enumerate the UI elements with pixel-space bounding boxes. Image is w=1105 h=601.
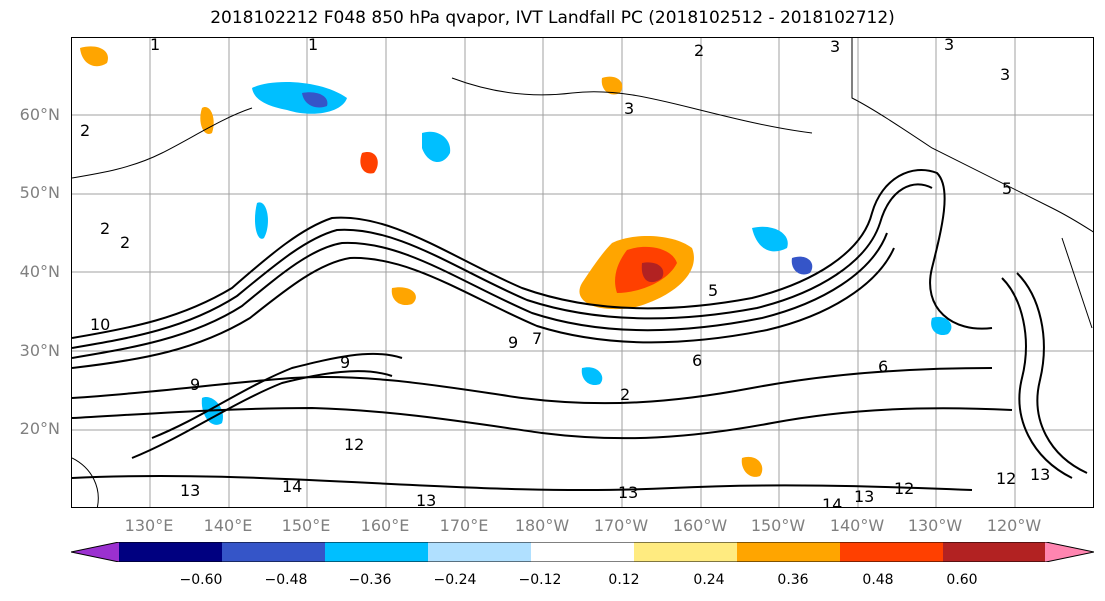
contour-label: 3 — [830, 38, 840, 56]
colorbar-extension-low — [71, 542, 120, 562]
contour-label: 2 — [120, 233, 130, 252]
contour-label: 7 — [532, 329, 542, 348]
colorbar-tick: −0.24 — [433, 572, 477, 588]
colorbar-tick: −0.60 — [179, 572, 223, 588]
lon-label-170e: 170°E — [439, 516, 489, 535]
contour-label: 13 — [180, 481, 200, 500]
contour-lines — [72, 168, 1088, 492]
colorbar-svg — [71, 542, 1094, 562]
contour-label: 2 — [620, 385, 630, 404]
contour-label: 1 — [308, 38, 318, 54]
colorbar-tick: 0.24 — [693, 572, 725, 588]
contour-label: 3 — [944, 38, 954, 54]
map-canvas: 1 1 2 3 3 3 3 2 2 2 10 9 9 9 12 14 13 13… — [72, 38, 1093, 508]
colorbar-segment — [531, 542, 635, 562]
contour-label: 2 — [80, 121, 90, 140]
colorbar-extension-high — [1045, 542, 1094, 562]
map-panel: 1 1 2 3 3 3 3 2 2 2 10 9 9 9 12 14 13 13… — [71, 37, 1094, 508]
lon-label-160w: 160°W — [672, 516, 728, 535]
contour-label: 3 — [1000, 65, 1010, 84]
lon-label-150w: 150°W — [750, 516, 806, 535]
colorbar — [71, 542, 1094, 562]
colorbar-segment — [428, 542, 532, 562]
contour-label: 13 — [618, 483, 638, 502]
contour-label: 14 — [282, 477, 302, 496]
lon-label-140e: 140°E — [203, 516, 253, 535]
graticule — [72, 38, 1093, 507]
colorbar-tick: 0.60 — [946, 572, 978, 588]
colorbar-tick: 0.12 — [608, 572, 640, 588]
contour-label: 1 — [150, 38, 160, 54]
contour-label: 3 — [624, 99, 634, 118]
colorbar-segment — [222, 542, 326, 562]
contour-label: 9 — [508, 333, 518, 352]
colorbar-segment — [840, 542, 944, 562]
contour-label: 13 — [854, 487, 874, 506]
colorbar-tick: 0.48 — [862, 572, 894, 588]
lat-label-30n: 30°N — [19, 341, 60, 360]
colorbar-tick: −0.48 — [264, 572, 308, 588]
contour-label: 9 — [190, 375, 200, 394]
lat-label-50n: 50°N — [19, 183, 60, 202]
colorbar-segment — [634, 542, 738, 562]
contour-label: 6 — [692, 351, 702, 370]
contour-label: 12 — [894, 479, 914, 498]
colorbar-segment — [325, 542, 429, 562]
lat-label-60n: 60°N — [19, 105, 60, 124]
contour-label: 9 — [340, 353, 350, 372]
contour-label: 12 — [996, 469, 1016, 488]
colorbar-tick: −0.36 — [348, 572, 392, 588]
lon-label-130e: 130°E — [124, 516, 174, 535]
colorbar-segment — [737, 542, 841, 562]
lon-label-120w: 120°W — [986, 516, 1042, 535]
contour-label-group: 1 1 2 3 3 3 3 2 2 2 10 9 9 9 12 14 13 13… — [80, 38, 1050, 508]
lon-label-150e: 150°E — [281, 516, 331, 535]
contour-label: 10 — [90, 315, 110, 334]
lat-label-40n: 40°N — [19, 262, 60, 281]
lon-label-180w: 180°W — [514, 516, 570, 535]
colorbar-segment — [119, 542, 223, 562]
contour-label: 13 — [1030, 465, 1050, 484]
lon-label-170w: 170°W — [593, 516, 649, 535]
contour-label: 2 — [100, 219, 110, 238]
contour-label: 5 — [1002, 179, 1012, 198]
colorbar-segment — [943, 542, 1047, 562]
contour-label: 12 — [344, 435, 364, 454]
colorbar-tick: −0.12 — [518, 572, 562, 588]
coastlines — [72, 38, 1093, 507]
lon-label-140w: 140°W — [829, 516, 885, 535]
contour-label: 5 — [708, 281, 718, 300]
colorbar-tick: 0.36 — [777, 572, 809, 588]
lon-label-160e: 160°E — [360, 516, 410, 535]
contour-label: 6 — [878, 357, 888, 376]
anomaly-shading — [80, 46, 952, 477]
lat-label-20n: 20°N — [19, 419, 60, 438]
lon-label-130w: 130°W — [907, 516, 963, 535]
contour-label: 2 — [694, 41, 704, 60]
map-title: 2018102212 F048 850 hPa qvapor, IVT Land… — [210, 8, 895, 28]
contour-label: 14 — [822, 495, 842, 508]
contour-label: 13 — [416, 491, 436, 508]
